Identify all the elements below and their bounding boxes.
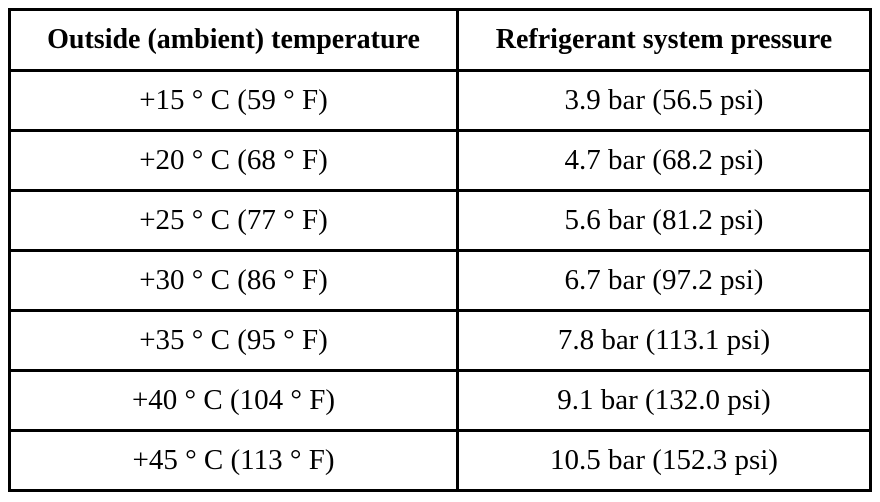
table-row: +30 ° C (86 ° F) 6.7 bar (97.2 psi) xyxy=(8,249,872,312)
pressure-cell: 10.5 bar (152.3 psi) xyxy=(456,429,872,492)
temperature-cell: +15 ° C (59 ° F) xyxy=(8,69,459,132)
table-row: +25 ° C (77 ° F) 5.6 bar (81.2 psi) xyxy=(8,189,872,252)
table-row: +20 ° C (68 ° F) 4.7 bar (68.2 psi) xyxy=(8,129,872,192)
temperature-cell: +40 ° C (104 ° F) xyxy=(8,369,459,432)
temperature-pressure-table: Outside (ambient) temperature Refrigeran… xyxy=(8,8,872,492)
temperature-cell: +45 ° C (113 ° F) xyxy=(8,429,459,492)
pressure-cell: 6.7 bar (97.2 psi) xyxy=(456,249,872,312)
pressure-cell: 9.1 bar (132.0 psi) xyxy=(456,369,872,432)
table-row: +45 ° C (113 ° F) 10.5 bar (152.3 psi) xyxy=(8,429,872,492)
table-row: +15 ° C (59 ° F) 3.9 bar (56.5 psi) xyxy=(8,69,872,132)
pressure-table-container: Outside (ambient) temperature Refrigeran… xyxy=(8,8,872,492)
header-outside-temperature: Outside (ambient) temperature xyxy=(8,8,459,72)
pressure-cell: 5.6 bar (81.2 psi) xyxy=(456,189,872,252)
temperature-cell: +30 ° C (86 ° F) xyxy=(8,249,459,312)
temperature-cell: +35 ° C (95 ° F) xyxy=(8,309,459,372)
pressure-cell: 4.7 bar (68.2 psi) xyxy=(456,129,872,192)
temperature-cell: +20 ° C (68 ° F) xyxy=(8,129,459,192)
table-row: +35 ° C (95 ° F) 7.8 bar (113.1 psi) xyxy=(8,309,872,372)
table-header-row: Outside (ambient) temperature Refrigeran… xyxy=(8,8,872,72)
pressure-cell: 3.9 bar (56.5 psi) xyxy=(456,69,872,132)
table-row: +40 ° C (104 ° F) 9.1 bar (132.0 psi) xyxy=(8,369,872,432)
temperature-cell: +25 ° C (77 ° F) xyxy=(8,189,459,252)
pressure-cell: 7.8 bar (113.1 psi) xyxy=(456,309,872,372)
header-refrigerant-pressure: Refrigerant system pressure xyxy=(456,8,872,72)
